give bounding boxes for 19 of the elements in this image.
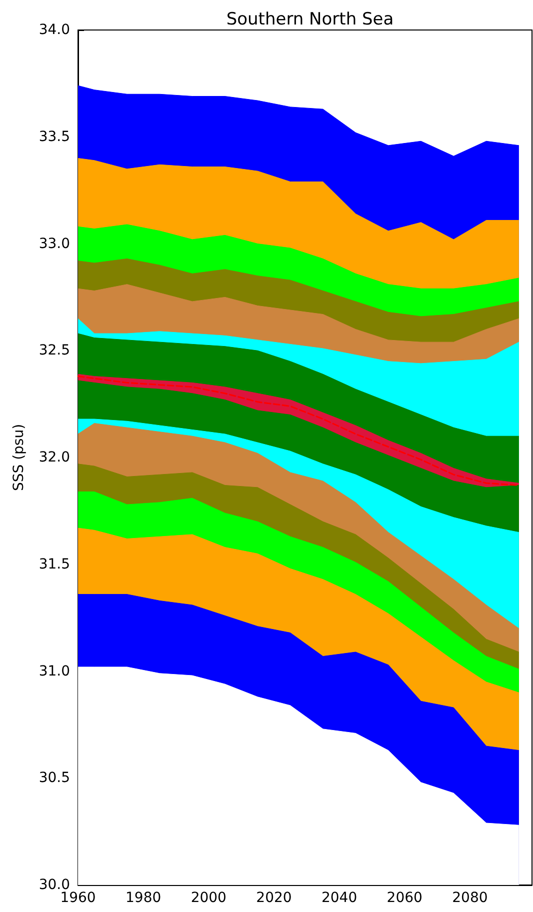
x-tick-label: 1960 bbox=[60, 890, 96, 906]
y-tick-label: 33.5 bbox=[38, 128, 70, 145]
line-series bbox=[77, 376, 520, 486]
y-tick-label: 32.5 bbox=[38, 342, 70, 359]
y-tick-label: 30.5 bbox=[38, 770, 70, 786]
x-tick-label: 2020 bbox=[256, 890, 292, 906]
x-tick-label: 2000 bbox=[190, 890, 226, 906]
y-tick-label: 31.5 bbox=[38, 556, 70, 572]
chart-title: Southern North Sea bbox=[226, 10, 394, 30]
y-tick-label: 30.0 bbox=[38, 877, 70, 893]
y-tick-label: 33.0 bbox=[38, 236, 70, 252]
y-tick-label: 31.0 bbox=[38, 663, 70, 680]
x-tick-label: 2060 bbox=[386, 890, 422, 906]
x-tick-label: 1980 bbox=[126, 890, 162, 906]
y-tick-label: 34.0 bbox=[38, 22, 70, 38]
x-tick-label: 2080 bbox=[452, 890, 488, 906]
y-tick-label: 32.0 bbox=[38, 450, 70, 466]
y-axis-title: SSS (psu) bbox=[11, 424, 27, 492]
x-tick-label: 2040 bbox=[321, 890, 358, 906]
